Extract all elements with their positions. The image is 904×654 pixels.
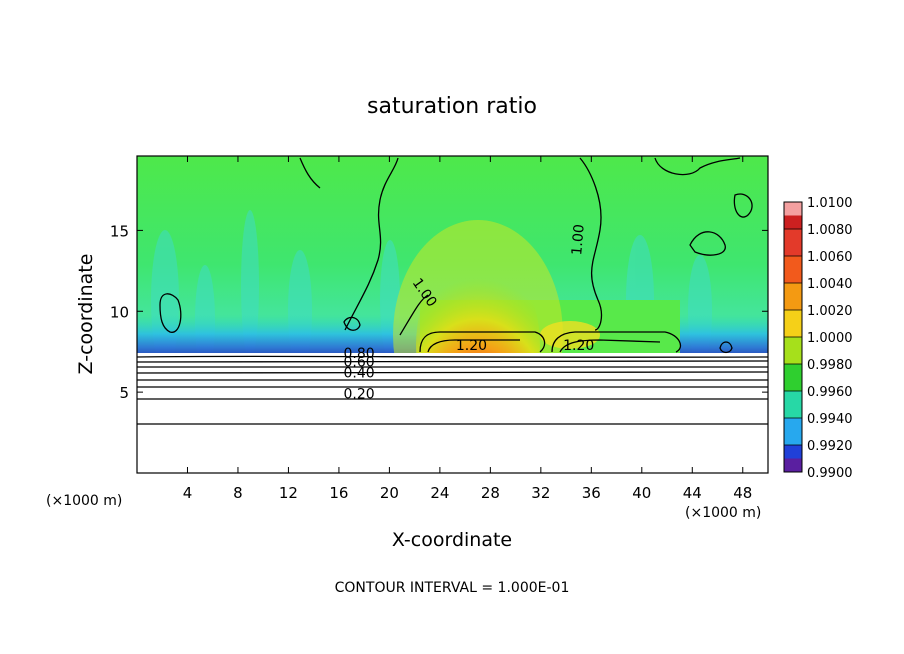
contour-1-00-left <box>344 157 399 331</box>
contour-0-70 <box>137 360 768 363</box>
x-tick-label: 12 <box>279 484 298 502</box>
plot-area: 1.001.001.20 1.200.800.600.400.20 <box>137 156 768 473</box>
contour-0-10 <box>137 423 768 425</box>
x-unit-label-right: (×1000 m) <box>685 505 761 521</box>
colorbar: 1.0100 1.0080 1.0060 1.0040 1.0020 1.0000 0.99… <box>783 196 853 481</box>
colorbar-swatch <box>784 364 802 391</box>
x-tick-label: 36 <box>582 484 601 502</box>
contour-blob-small <box>343 316 361 331</box>
colorbar-label: 0.9940 <box>807 412 853 427</box>
contour-0-40 <box>137 379 768 381</box>
contour-1-20-inner <box>427 339 661 353</box>
plot-frame <box>136 155 769 474</box>
contour-label: 1.20 <box>563 338 594 354</box>
colorbar-swatch <box>784 337 802 364</box>
x-tick-label: 24 <box>430 484 449 502</box>
x-tick-label: 16 <box>329 484 348 502</box>
colorbar-label: 1.0080 <box>807 223 853 238</box>
contour-1-20-left <box>419 331 546 353</box>
contour-label: 0.20 <box>344 387 375 403</box>
x-tick-label: 28 <box>481 484 500 502</box>
contour-lines <box>137 157 768 425</box>
field-white-lower <box>137 353 768 473</box>
contour-1-00-right <box>689 231 726 256</box>
colorbar-label: 1.0000 <box>807 331 853 346</box>
x-tick-label: 4 <box>183 484 193 502</box>
contour-label: 1.00 <box>569 224 588 256</box>
contour-1-00-left-b <box>399 294 429 336</box>
colorbar-swatch <box>784 391 802 418</box>
colorbar-label: 0.9980 <box>807 358 853 373</box>
colorbar-swatch <box>784 256 802 283</box>
x-tick-label: 48 <box>733 484 752 502</box>
x-axis-ticks: 4 8 12 16 20 24 28 32 36 40 44 48 <box>183 156 752 502</box>
chart-title: saturation ratio <box>367 94 537 119</box>
contour-0-60 <box>137 366 768 368</box>
contour-label: 1.20 <box>456 338 487 354</box>
colorbar-label: 0.9900 <box>807 466 853 481</box>
contour-label: 0.60 <box>344 354 375 370</box>
contour-0-80 <box>137 355 768 358</box>
contour-interval-note: CONTOUR INTERVAL = 1.000E-01 <box>335 580 570 596</box>
contour-0-20 <box>137 398 768 400</box>
x-tick-label: 40 <box>632 484 651 502</box>
x-tick-label: 20 <box>380 484 399 502</box>
contour-1-00-edge <box>733 193 753 218</box>
contour-1-00-topright <box>654 157 741 176</box>
contour-1-00-topleft <box>299 157 321 189</box>
colorbar-swatch <box>784 229 802 256</box>
contour-0-50 <box>137 371 768 374</box>
x-tick-label: 8 <box>233 484 243 502</box>
y-axis-label: Z-coordinate <box>75 254 97 375</box>
colorbar-cap-bottom <box>784 458 802 472</box>
y-tick-label: 10 <box>110 303 129 321</box>
contour-1-00-mid <box>579 157 603 331</box>
contour-0-30 <box>137 386 768 388</box>
x-tick-label: 44 <box>683 484 702 502</box>
colorbar-swatch <box>784 418 802 445</box>
y-tick-label: 15 <box>110 222 129 240</box>
colorbar-swatch <box>784 310 802 337</box>
colorbar-cap-top <box>784 202 802 216</box>
colorbar-label: 0.9920 <box>807 439 853 454</box>
contour-label: 0.40 <box>344 366 375 382</box>
colorbar-label: 1.0040 <box>807 277 853 292</box>
colorbar-swatch <box>784 283 802 310</box>
contour-labels: 1.001.001.20 1.200.800.600.400.20 <box>344 224 595 403</box>
y-axis-ticks: 5 10 15 <box>110 222 768 402</box>
contour-blob-tiny <box>719 341 733 354</box>
colorbar-label: 0.9960 <box>807 385 853 400</box>
x-unit-label-left: (×1000 m) <box>46 493 122 509</box>
colorbar-label: 1.0100 <box>807 196 853 211</box>
x-axis-label: X-coordinate <box>392 529 512 551</box>
colorbar-label: 1.0020 <box>807 304 853 319</box>
contour-1-20-right <box>551 331 682 353</box>
contour-blob-left <box>159 293 182 333</box>
contour-label: 0.80 <box>344 346 375 362</box>
colorbar-label: 1.0060 <box>807 250 853 265</box>
y-tick-label: 5 <box>119 384 129 402</box>
x-tick-label: 32 <box>531 484 550 502</box>
